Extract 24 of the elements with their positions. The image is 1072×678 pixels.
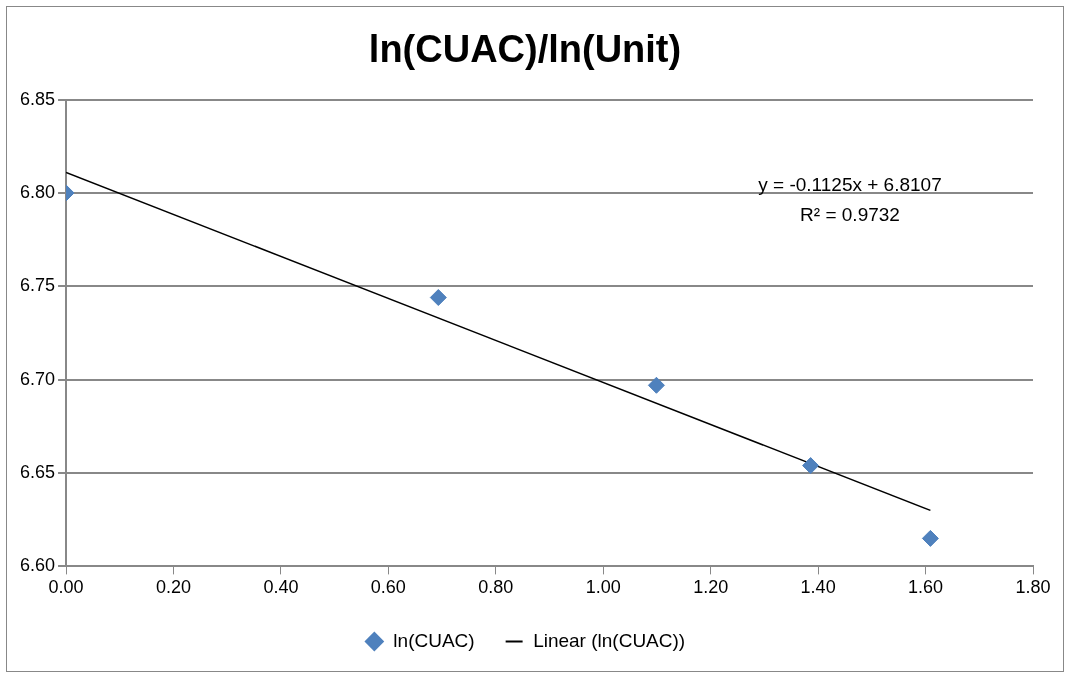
y-tick-label: 6.80	[19, 181, 56, 202]
point	[921, 529, 939, 547]
legend-label: ln(CUAC)	[393, 629, 475, 651]
y-tick-label: 6.70	[19, 368, 56, 389]
chart-title: ln(CUAC)/ln(Unit)	[368, 28, 682, 71]
y-tick-label: 6.75	[19, 275, 56, 296]
x-tick-label: 0.00	[48, 577, 84, 598]
annotation: y = -0.1125x + 6.8107	[758, 173, 942, 195]
y-tick-label: 6.65	[19, 462, 56, 483]
point	[802, 457, 820, 475]
x-tick-label: 0.20	[155, 577, 191, 598]
y-tick-label: 6.85	[19, 88, 56, 109]
legend-label: Linear (ln(CUAC))	[533, 629, 686, 651]
x-tick-label: 0.60	[370, 577, 406, 598]
x-tick-label: 1.80	[1015, 577, 1051, 598]
annotation: R² = 0.9732	[800, 203, 900, 225]
x-tick-label: 0.40	[263, 577, 299, 598]
x-tick-label: 0.80	[478, 577, 514, 598]
x-tick-label: 1.40	[800, 577, 836, 598]
x-tick-label: 1.60	[908, 577, 944, 598]
point	[647, 376, 665, 394]
x-tick-label: 1.20	[693, 577, 729, 598]
x-tick-label: 1.00	[585, 577, 621, 598]
y-tick-label: 6.60	[19, 555, 56, 576]
